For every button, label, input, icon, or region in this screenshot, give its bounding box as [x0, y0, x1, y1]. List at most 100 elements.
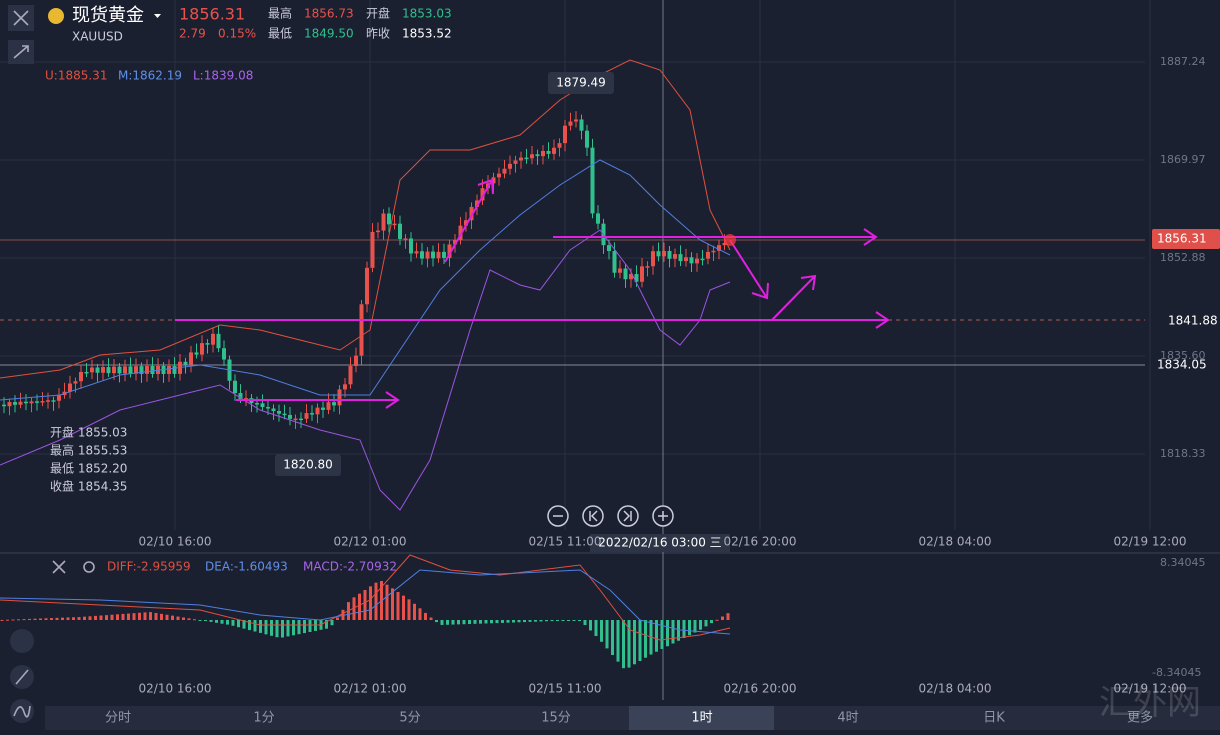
candle: [150, 366, 155, 374]
tab[interactable]: 4时: [837, 711, 858, 726]
macd-bar: [193, 619, 196, 621]
macd-bar: [259, 620, 262, 633]
macd-bar: [22, 619, 26, 621]
candle: [414, 251, 419, 254]
candle: [425, 251, 430, 259]
macd-bar: [495, 620, 499, 624]
annotation-box: [275, 454, 341, 476]
macd-bar: [605, 620, 609, 649]
macd-bar: [578, 620, 581, 621]
candle: [475, 200, 479, 207]
macd-bar: [435, 620, 438, 623]
macd-bar: [253, 620, 257, 632]
annotation: 1820.80: [283, 458, 333, 472]
macd-bar: [589, 620, 592, 631]
candle: [167, 366, 171, 374]
macd-bar: [699, 620, 702, 630]
candle: [491, 177, 496, 184]
macd-bar: [138, 612, 141, 620]
drawings: [175, 178, 890, 409]
macd-bar: [6, 619, 9, 621]
macd-bar: [490, 620, 493, 624]
macd-bar: [567, 620, 570, 621]
price-badge-label: 1841.88: [1168, 314, 1218, 328]
change: 2.79: [179, 27, 206, 41]
candle: [7, 402, 12, 407]
macd-bar: [39, 618, 42, 620]
time-axis-label: 02/16 20:00: [724, 682, 797, 696]
toolbar-icons: [8, 5, 95, 723]
candle: [101, 367, 105, 373]
candle: [469, 206, 474, 221]
active-tab: [629, 706, 774, 730]
candle: [145, 366, 149, 374]
tab[interactable]: 分时: [105, 711, 131, 726]
price-axis-label: 1818.33: [1160, 447, 1206, 460]
candle: [18, 401, 23, 405]
candle: [222, 348, 226, 360]
candle: [266, 407, 270, 409]
macd-bar: [374, 582, 378, 620]
tab[interactable]: 1分: [253, 711, 274, 726]
macd-bar: [512, 620, 515, 623]
candle: [200, 343, 204, 355]
candle: [651, 251, 655, 267]
macd-bar: [330, 620, 334, 626]
macd-bar: [50, 618, 53, 620]
candle: [376, 230, 380, 233]
macd-bar: [666, 620, 669, 647]
macd-bar: [655, 620, 658, 652]
tab[interactable]: 更多: [1127, 710, 1153, 726]
tab[interactable]: 1时: [691, 711, 712, 726]
macd-bar: [550, 620, 554, 622]
candle: [216, 333, 221, 349]
macd-bar: [506, 620, 510, 623]
nav-buttons: [547, 505, 674, 527]
macd-bar: [396, 592, 400, 620]
candle: [596, 213, 600, 224]
candle: [134, 366, 138, 374]
macd-bar: [715, 619, 719, 621]
instrument-name: 现货黄金: [72, 5, 144, 26]
candle: [40, 401, 45, 403]
macd-bar: [308, 620, 312, 632]
tab[interactable]: 5分: [399, 711, 420, 726]
candle: [420, 251, 424, 259]
candle: [392, 223, 397, 226]
candle: [706, 251, 710, 259]
tab[interactable]: 15分: [541, 711, 571, 726]
ohlc-label: 收盘 1854.35: [50, 479, 127, 494]
macd-bar: [468, 620, 471, 625]
macd-bar: [237, 620, 240, 628]
candle: [502, 168, 507, 174]
change-pct: 0.15%: [218, 27, 256, 41]
candle: [293, 418, 298, 421]
macd-bar: [83, 616, 86, 620]
candle: [447, 244, 452, 258]
macd-bar: [77, 617, 81, 620]
macd-bar: [457, 620, 460, 625]
tab[interactable]: 日K: [983, 711, 1005, 726]
boll-lower-label: L:1839.08: [193, 69, 253, 83]
boll-middle-label: M:1862.19: [118, 69, 182, 83]
macd-bar: [429, 617, 433, 620]
candle: [508, 163, 512, 169]
price-badge: [1165, 311, 1220, 331]
candle: [585, 130, 589, 148]
price-axis-label: 1869.97: [1160, 153, 1206, 166]
price-axis-label: 1887.24: [1160, 55, 1206, 68]
price-badge: [1152, 229, 1220, 249]
candle: [563, 125, 567, 144]
candle: [541, 150, 545, 157]
macd-bar: [270, 620, 273, 636]
macd-bar: [336, 617, 339, 620]
macd-bar: [182, 617, 185, 620]
candle: [722, 242, 727, 246]
candle: [403, 238, 408, 240]
macd-bar: [391, 588, 394, 620]
macd-bar: [297, 620, 301, 635]
candle: [700, 258, 705, 261]
candle: [79, 371, 83, 382]
candle: [304, 413, 309, 419]
candle: [183, 361, 188, 365]
